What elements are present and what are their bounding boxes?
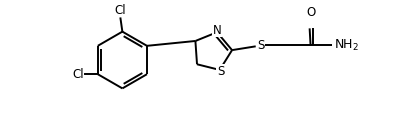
Text: Cl: Cl [115,4,126,16]
Text: S: S [257,39,264,52]
Text: N: N [213,24,221,37]
Text: NH$_2$: NH$_2$ [334,38,359,53]
Text: O: O [306,6,315,19]
Text: Cl: Cl [72,68,84,81]
Text: S: S [217,65,224,78]
